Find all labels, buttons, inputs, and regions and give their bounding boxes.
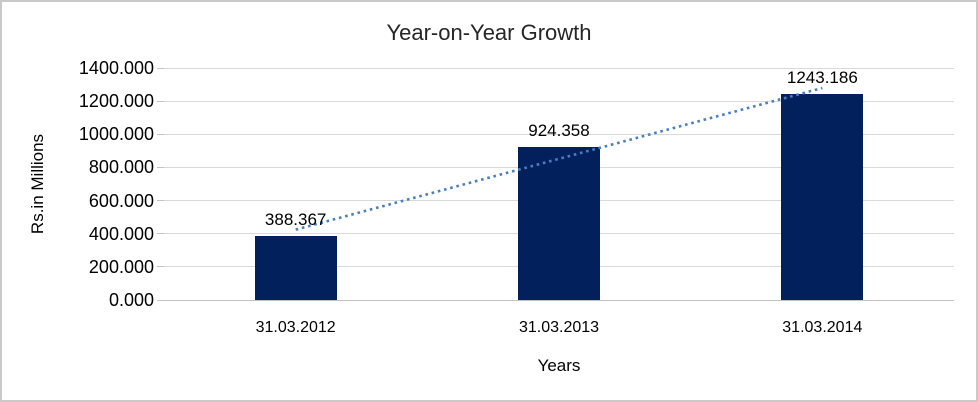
x-category-label: 31.03.2014 [782, 319, 863, 336]
y-tick-label: 800.000 [88, 157, 154, 178]
gridline [164, 67, 954, 69]
y-tick-label: 600.000 [88, 190, 154, 211]
y-tick-label: 0.000 [108, 290, 154, 310]
y-tick-mark [157, 67, 164, 69]
y-tick-label: 1000.000 [78, 124, 154, 145]
y-tick-label: 1400.000 [78, 58, 154, 78]
y-tick-mark [157, 100, 164, 102]
x-category-label: 31.03.2013 [518, 319, 600, 336]
x-category-label: 31.03.2012 [255, 319, 336, 336]
y-tick-mark [157, 266, 164, 268]
y-tick-mark [157, 200, 164, 202]
y-tick-mark [157, 166, 164, 168]
y-tick-mark [157, 299, 164, 301]
bar [518, 146, 600, 300]
x-axis-line [164, 299, 954, 301]
y-tick-mark [157, 233, 164, 235]
y-tick-label: 200.000 [88, 256, 154, 277]
bar-value-label: 924.358 [528, 120, 590, 140]
trendline [295, 86, 823, 231]
trendline-path [295, 86, 823, 231]
x-axis-title: Years [537, 356, 581, 375]
plot-area [157, 67, 954, 301]
bar [254, 235, 337, 300]
y-tick-mark [157, 133, 164, 135]
y-axis-title: Rs.in Millions [28, 133, 47, 235]
bar-value-label: 1243.186 [786, 67, 858, 87]
bar [781, 93, 864, 300]
chart-title: Year-on-Year Growth [386, 20, 592, 45]
gridline [164, 100, 954, 102]
y-tick-label: 400.000 [88, 223, 154, 244]
bar-value-label: 388.367 [264, 209, 327, 229]
y-tick-label: 1200.000 [78, 91, 154, 112]
gridline [164, 133, 954, 135]
